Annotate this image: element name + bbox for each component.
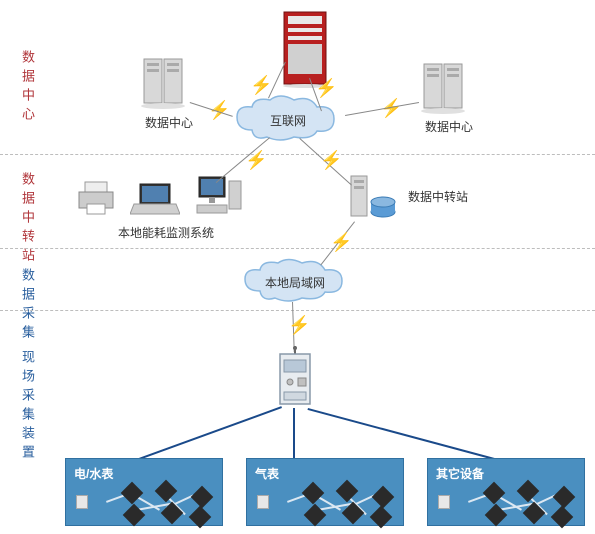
mesh-node-icon — [191, 486, 214, 509]
bolt-icon: ⚡ — [320, 150, 342, 171]
mesh-node-icon — [336, 480, 359, 503]
server-rack-icon — [280, 10, 330, 88]
laptop-icon — [130, 182, 180, 218]
bolt-icon: ⚡ — [245, 150, 267, 171]
mesh-node-icon — [517, 480, 540, 503]
device-box-title: 其它设备 — [436, 465, 484, 482]
tier-label-collect: 数据采集 — [18, 268, 37, 344]
printer-icon — [75, 180, 117, 218]
connection-line — [307, 408, 501, 462]
internet-cloud-label: 互联网 — [270, 112, 306, 129]
datacenter-right-icon — [420, 60, 470, 115]
datacenter-left-label: 数据中心 — [145, 114, 193, 131]
mesh-node-icon — [483, 482, 506, 505]
collector-device-icon — [276, 346, 314, 408]
device-box-title: 气表 — [255, 465, 279, 482]
divider-1 — [0, 154, 595, 155]
divider-3 — [0, 310, 595, 311]
connection-line — [136, 406, 282, 461]
mini-device-icon — [438, 495, 450, 509]
bolt-icon: ⚡ — [288, 315, 310, 336]
device-box-gas: 气表 — [246, 458, 404, 526]
local-monitor-label: 本地能耗监测系统 — [118, 224, 214, 241]
mesh-node-icon — [372, 486, 395, 509]
tier-label-relay: 数据中转站 — [18, 172, 37, 267]
bolt-icon: ⚡ — [315, 78, 337, 99]
datacenter-right-label: 数据中心 — [425, 118, 473, 135]
bolt-icon: ⚡ — [330, 232, 352, 253]
desktop-icon — [195, 175, 243, 219]
tier-label-field: 现场采集装置 — [18, 350, 37, 464]
mesh-node-icon — [370, 506, 393, 529]
mesh-node-icon — [553, 486, 576, 509]
device-box-meter: 电/水表 — [65, 458, 223, 526]
datacenter-left-icon — [140, 55, 190, 110]
mesh-node-icon — [551, 506, 574, 529]
device-box-other: 其它设备 — [427, 458, 585, 526]
device-box-title: 电/水表 — [74, 465, 113, 482]
lan-cloud-label: 本地局域网 — [265, 274, 325, 291]
mesh-node-icon — [121, 482, 144, 505]
tier-label-datacenter: 数据中心 — [18, 50, 37, 126]
mesh-node-icon — [302, 482, 325, 505]
divider-2 — [0, 248, 595, 249]
mesh-node-icon — [155, 480, 178, 503]
mini-device-icon — [257, 495, 269, 509]
relay-station-label: 数据中转站 — [408, 188, 468, 205]
mini-device-icon — [76, 495, 88, 509]
mesh-node-icon — [189, 506, 212, 529]
connection-line — [293, 408, 295, 460]
relay-server-icon — [345, 172, 400, 222]
